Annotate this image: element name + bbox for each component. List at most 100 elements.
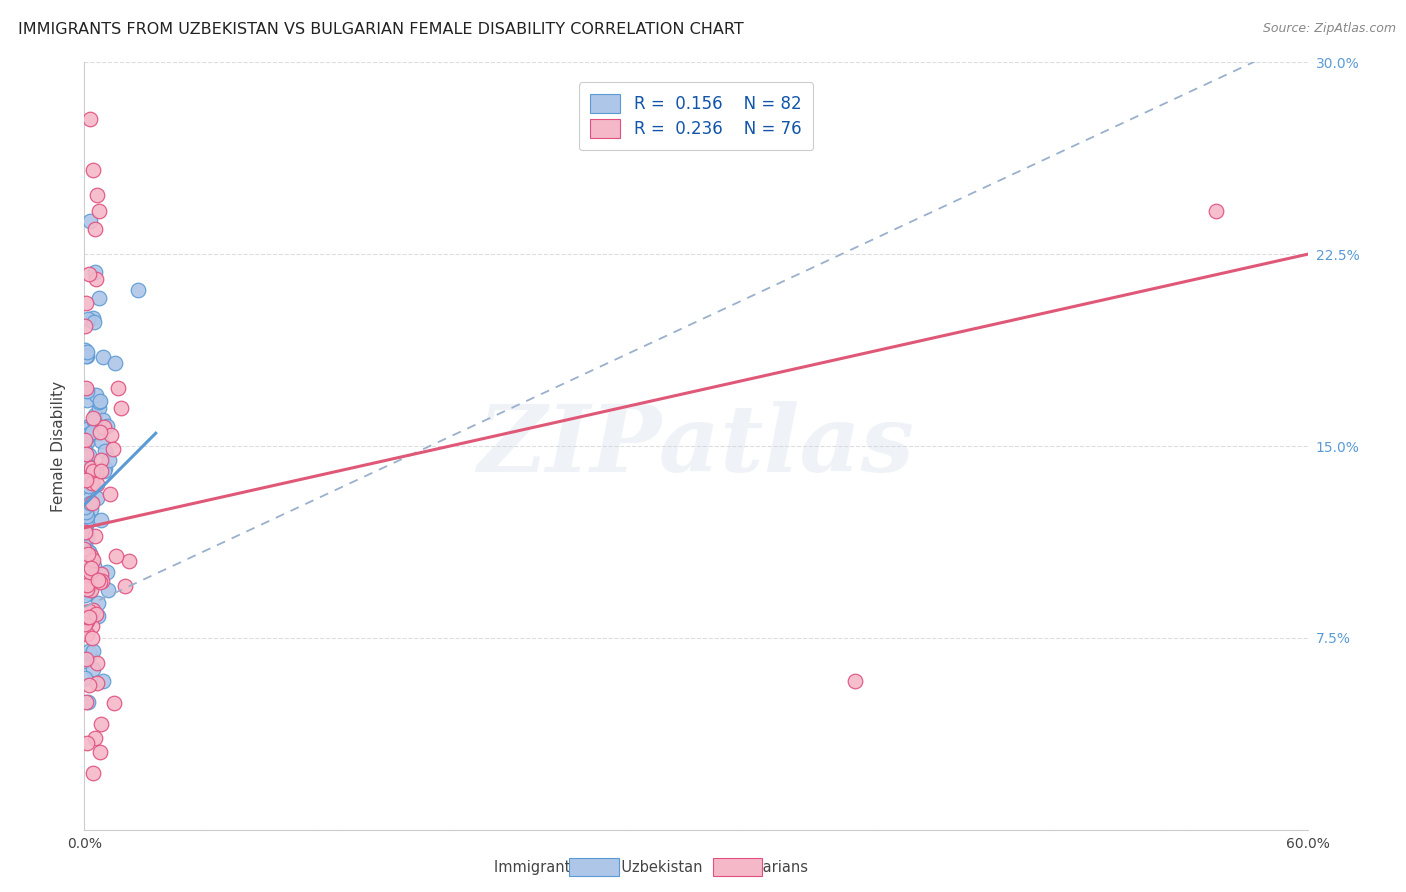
Point [105, 549, 128, 563]
Text: Bulgarians: Bulgarians [731, 860, 808, 874]
Point [93, 420, 115, 434]
Point [77, 311, 100, 326]
Point [76, 556, 98, 570]
Point [80, 461, 103, 475]
Point [84, 388, 107, 402]
Point [82, 553, 104, 567]
Point [84, 465, 107, 479]
Point [73, 343, 96, 357]
Point [79, 112, 101, 126]
Point [75, 467, 97, 481]
Point [75, 433, 97, 447]
Text: Immigrants from Uzbekistan: Immigrants from Uzbekistan [495, 860, 703, 874]
Point [80, 549, 103, 564]
Point [75, 518, 97, 533]
Point [104, 356, 127, 370]
Point [107, 380, 129, 394]
Point [82, 465, 104, 479]
Point [76, 422, 98, 436]
Point [79, 647, 101, 661]
Point [79, 561, 101, 575]
Point [83, 221, 105, 235]
Point [89, 394, 111, 409]
Point [89, 395, 111, 409]
Point [77, 546, 100, 560]
Point [86, 491, 108, 506]
Point [76, 384, 98, 398]
Point [77, 479, 100, 493]
Point [82, 662, 104, 676]
Point [76, 547, 98, 561]
Point [79, 643, 101, 657]
Point [91, 574, 114, 589]
Point [844, 674, 866, 689]
Point [82, 603, 104, 617]
Point [86, 271, 108, 285]
Point [83, 265, 105, 279]
Point [76, 350, 98, 364]
Point [75, 695, 97, 709]
Point [76, 530, 98, 544]
Point [79, 496, 101, 510]
Point [75, 509, 97, 524]
Y-axis label: Female Disability: Female Disability [51, 380, 66, 512]
Point [80, 425, 103, 439]
Point [75, 505, 97, 519]
Point [86, 676, 108, 690]
Point [77, 419, 100, 434]
Point [127, 283, 149, 297]
Text: IMMIGRANTS FROM UZBEKISTAN VS BULGARIAN FEMALE DISABILITY CORRELATION CHART: IMMIGRANTS FROM UZBEKISTAN VS BULGARIAN … [18, 22, 744, 37]
Point [83, 414, 105, 428]
Point [77, 586, 100, 600]
Point [103, 696, 125, 710]
Point [73, 654, 96, 668]
Point [114, 579, 136, 593]
Point [77, 448, 100, 462]
Point [83, 315, 105, 329]
Point [76, 614, 98, 628]
Point [86, 188, 108, 202]
Point [89, 745, 111, 759]
Point [79, 214, 101, 228]
Point [93, 461, 115, 475]
Point [118, 554, 141, 568]
Point [97, 453, 120, 467]
Point [76, 582, 98, 596]
Point [75, 605, 97, 619]
Point [73, 616, 96, 631]
Point [100, 428, 122, 442]
Point [75, 447, 97, 461]
Text: ZIPatlas: ZIPatlas [478, 401, 914, 491]
Point [1205, 203, 1227, 218]
Point [73, 574, 96, 588]
Point [76, 435, 98, 450]
Point [86, 477, 108, 491]
Point [75, 500, 97, 514]
Point [96, 566, 118, 580]
Point [79, 566, 101, 580]
Point [83, 529, 105, 543]
Point [90, 453, 112, 467]
Point [73, 518, 96, 533]
Point [93, 444, 115, 458]
Point [90, 513, 112, 527]
Point [75, 442, 97, 457]
Point [79, 467, 101, 481]
Legend: R =  0.156    N = 82, R =  0.236    N = 76: R = 0.156 N = 82, R = 0.236 N = 76 [579, 82, 813, 150]
Point [77, 426, 100, 441]
Point [101, 442, 124, 456]
Point [82, 411, 104, 425]
Point [84, 731, 107, 746]
Point [90, 566, 112, 581]
Point [82, 766, 104, 780]
Point [76, 582, 98, 596]
Point [84, 571, 107, 585]
Point [91, 350, 114, 364]
Point [77, 610, 100, 624]
Point [87, 609, 110, 624]
Point [86, 426, 108, 441]
Point [73, 671, 96, 685]
Text: Source: ZipAtlas.com: Source: ZipAtlas.com [1263, 22, 1396, 36]
Point [91, 413, 114, 427]
Point [76, 574, 98, 589]
